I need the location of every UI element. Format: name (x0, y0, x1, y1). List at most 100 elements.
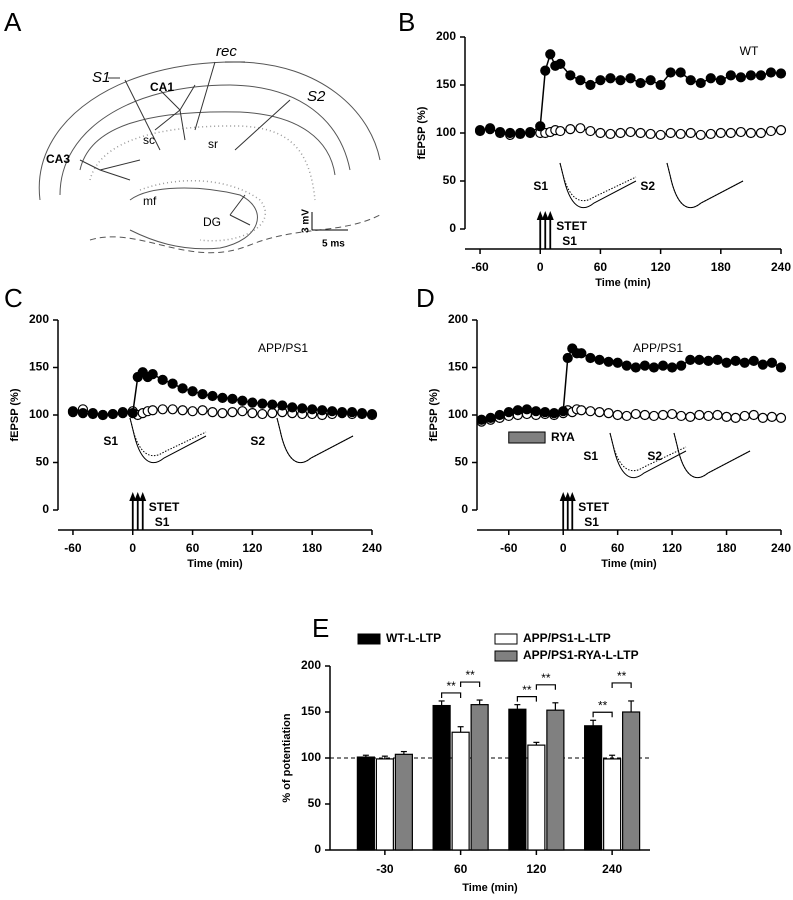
data-point (748, 355, 759, 366)
data-point (539, 407, 551, 418)
data-point (648, 362, 660, 373)
label-ca3: CA3 (46, 152, 70, 166)
data-point (630, 362, 641, 373)
scale-v: 3 mV (301, 209, 312, 233)
data-point (585, 406, 596, 417)
data-point (307, 404, 318, 415)
data-point (645, 75, 656, 86)
scale-t: 5 ms (322, 239, 345, 250)
data-point (585, 125, 596, 137)
legend-label: WT-L-LTP (386, 631, 441, 645)
y-axis-title: fEPSP (%) (416, 106, 428, 159)
data-point (585, 79, 596, 91)
y-tick-label: 100 (448, 407, 468, 421)
annotation: WT (740, 44, 759, 58)
data-point (615, 75, 626, 86)
data-point (735, 72, 746, 83)
data-point (657, 360, 669, 371)
scale-bar (311, 212, 348, 231)
x-tick-label: 0 (537, 260, 544, 274)
data-point (766, 357, 778, 368)
data-point (503, 407, 514, 418)
x-tick-label: 0 (560, 541, 567, 555)
significance-label: ** (598, 698, 608, 712)
x-tick-label: 240 (771, 541, 791, 555)
y-axis-title: % of potentiation (281, 713, 293, 802)
x-tick-label: 60 (186, 541, 200, 555)
outline (79, 111, 336, 176)
data-point (530, 406, 542, 417)
data-point (721, 357, 732, 368)
y-tick-label: 150 (448, 360, 468, 374)
x-tick-label: 240 (362, 541, 382, 555)
data-point (157, 404, 168, 415)
y-tick-label: 50 (443, 173, 457, 187)
data-point (476, 414, 487, 425)
bar (356, 756, 375, 851)
data-point (695, 77, 706, 89)
data-point (356, 408, 368, 419)
data-point (576, 348, 587, 359)
significance-label: ** (541, 671, 551, 685)
x-tick-label: 180 (302, 541, 322, 555)
stim-arrowhead (564, 492, 572, 501)
label-dg: DG (203, 215, 221, 229)
data-point (755, 70, 767, 81)
x-tick-label: 60 (594, 260, 608, 274)
annotation: APP/PS1 (633, 341, 683, 355)
outline (89, 214, 381, 254)
data-point (755, 127, 767, 139)
significance-label: ** (465, 668, 475, 682)
trace-label: S2 (250, 434, 265, 448)
significance-bracket (611, 682, 632, 688)
data-point (366, 408, 378, 420)
x-tick-label: 60 (611, 541, 625, 555)
data-point (217, 392, 228, 403)
bar (508, 708, 527, 851)
data-point (555, 58, 566, 69)
significance-bracket (460, 681, 481, 688)
data-point (555, 125, 566, 137)
data-point (775, 362, 787, 373)
x-axis-title: Time (min) (595, 277, 651, 289)
data-point (247, 397, 258, 408)
x-tick-label: -30 (376, 862, 394, 876)
stim-label: STET (578, 500, 609, 514)
bar (527, 744, 546, 851)
significance-label: ** (522, 683, 532, 697)
data-point (267, 399, 278, 410)
data-point (765, 125, 777, 137)
significance-bracket (516, 696, 537, 702)
data-point (605, 73, 616, 84)
data-point (694, 354, 705, 365)
data-point (107, 408, 118, 420)
data-point (565, 124, 576, 135)
data-point (657, 409, 669, 421)
data-point (757, 412, 768, 423)
data-point (730, 355, 741, 366)
data-point (217, 408, 228, 419)
data-point (685, 354, 696, 365)
data-point (147, 405, 158, 416)
x-tick-label: 180 (717, 541, 737, 555)
stim-label: STET (556, 219, 587, 233)
stim-pathway: S1 (584, 515, 599, 529)
data-point (336, 407, 348, 418)
trace-dotted (559, 162, 637, 202)
data-point (712, 409, 723, 421)
x-tick-label: 240 (771, 260, 791, 274)
stim-arrowhead (139, 492, 147, 501)
data-point (512, 405, 523, 416)
data-point (535, 121, 546, 132)
data-point (667, 408, 678, 420)
data-point (667, 362, 678, 373)
panel-a: A S1 rec S2 CA1 CA3 sc sr mf DG 3 mV 5 m… (4, 7, 381, 254)
data-point (739, 410, 750, 422)
cell-layer (139, 179, 267, 242)
data-point (695, 129, 706, 141)
dentate (129, 187, 258, 250)
data-point (540, 65, 551, 76)
data-point (603, 408, 614, 419)
data-point (595, 75, 606, 86)
data-point (655, 129, 666, 141)
